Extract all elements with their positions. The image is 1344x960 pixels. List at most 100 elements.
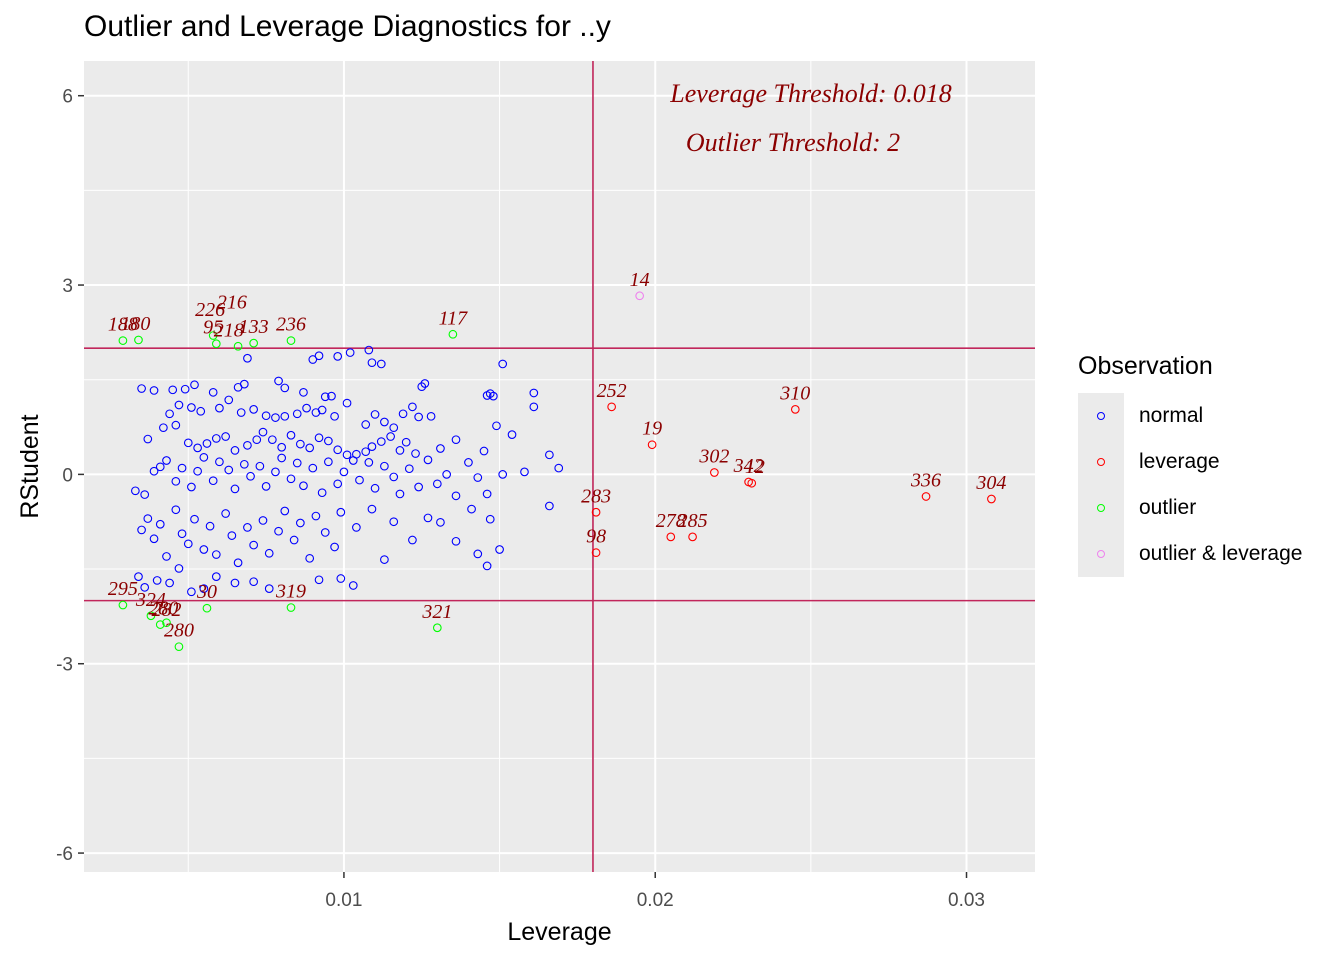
point-normal: [199, 452, 209, 462]
point-normal: [408, 535, 417, 545]
point-normal: [149, 534, 159, 544]
legend-key: [1078, 393, 1124, 439]
point-normal: [426, 411, 436, 421]
point-normal: [554, 463, 564, 473]
point-normal: [280, 383, 290, 393]
point-normal: [149, 466, 159, 476]
point-normal: [352, 523, 361, 532]
point-normal: [280, 506, 290, 516]
point-label: 280: [164, 620, 194, 642]
point-normal: [224, 465, 234, 475]
y-tick-label: 6: [62, 87, 73, 108]
point-normal: [364, 345, 374, 355]
point-normal: [211, 572, 221, 581]
point-normal: [162, 552, 171, 561]
point-normal: [193, 443, 202, 453]
point-normal: [239, 379, 249, 389]
point-normal: [380, 417, 389, 427]
legend-label: outlier & leverage: [1139, 542, 1303, 565]
point-normal: [289, 535, 299, 545]
point-normal: [370, 410, 380, 419]
point-label: 336: [910, 469, 941, 491]
point-leverage: [591, 507, 601, 517]
point-normal: [507, 430, 517, 439]
point-label: 252: [597, 380, 627, 402]
point-normal: [171, 505, 181, 515]
point-label: 321: [421, 601, 452, 623]
point-outlier: [286, 336, 296, 345]
point-outlier: [286, 603, 296, 612]
point-normal: [277, 453, 287, 463]
point-normal: [211, 434, 221, 443]
point-normal: [180, 384, 190, 394]
y-tick-label: -3: [56, 655, 73, 676]
point-outlier: [233, 341, 243, 351]
point-leverage: [790, 405, 800, 414]
point-normal: [423, 455, 433, 465]
point-normal: [414, 412, 423, 422]
point-normal: [495, 545, 504, 554]
x-tick-label: 0.02: [637, 890, 674, 911]
legend-marker-icon: [1097, 412, 1105, 420]
point-outlier: [162, 618, 171, 628]
point-normal: [451, 435, 461, 445]
point-label: 30: [196, 581, 217, 603]
x-tick-label: 0.01: [325, 890, 362, 911]
point-normal: [380, 461, 389, 471]
point-label: 236: [276, 314, 306, 336]
point-normal: [295, 518, 305, 528]
point-normal: [529, 402, 539, 412]
point-normal: [302, 403, 311, 413]
point-label: 295: [108, 578, 138, 600]
point-normal: [467, 504, 476, 514]
point-normal: [233, 558, 243, 568]
point-normal: [320, 392, 330, 402]
legend-item: leverage: [1078, 439, 1302, 485]
point-normal: [221, 432, 230, 441]
point-normal: [339, 467, 349, 477]
legend-key: [1078, 531, 1124, 577]
point-normal: [324, 457, 333, 467]
point-normal: [264, 548, 274, 558]
y-tick-label: 0: [62, 465, 73, 486]
point-normal: [314, 575, 324, 585]
point-normal: [367, 442, 377, 451]
point-outlier: [432, 623, 442, 633]
point-normal: [308, 463, 318, 473]
point-normal: [398, 409, 408, 419]
data-points: [118, 291, 996, 652]
axes: 0.01 0.02 0.03 -6 -3 0 3 6 Leverage RStudent: [16, 87, 985, 946]
point-normal: [174, 400, 184, 410]
point-normal: [249, 540, 259, 550]
point-normal: [320, 528, 330, 537]
point-normal: [432, 479, 442, 489]
x-tick-label: 0.03: [948, 890, 985, 911]
point-normal: [345, 348, 355, 357]
point-normal: [342, 450, 352, 460]
point-normal: [292, 409, 302, 419]
legend-key: [1078, 485, 1124, 531]
legend-item: outlier & leverage: [1078, 531, 1302, 577]
point-normal: [258, 427, 268, 437]
point-normal: [162, 456, 171, 465]
point-normal: [149, 386, 159, 395]
point-normal: [134, 572, 143, 581]
point-normal: [264, 584, 274, 593]
point-normal: [177, 463, 187, 473]
legend-title: Observation: [1078, 352, 1213, 380]
point-normal: [370, 483, 380, 493]
point-normal: [215, 403, 224, 413]
chart-title: Outlier and Leverage Diagnostics for ..y: [84, 10, 611, 43]
point-label: 188: [108, 314, 138, 336]
point-normal: [243, 523, 252, 532]
point-label: 218: [214, 319, 244, 341]
point-normal: [464, 458, 473, 467]
point-normal: [131, 486, 140, 496]
point-normal: [249, 577, 259, 587]
point-label: 304: [975, 472, 1006, 494]
point-normal: [317, 488, 327, 498]
point-normal: [314, 433, 324, 443]
point-normal: [376, 437, 386, 446]
point-normal: [367, 358, 377, 368]
